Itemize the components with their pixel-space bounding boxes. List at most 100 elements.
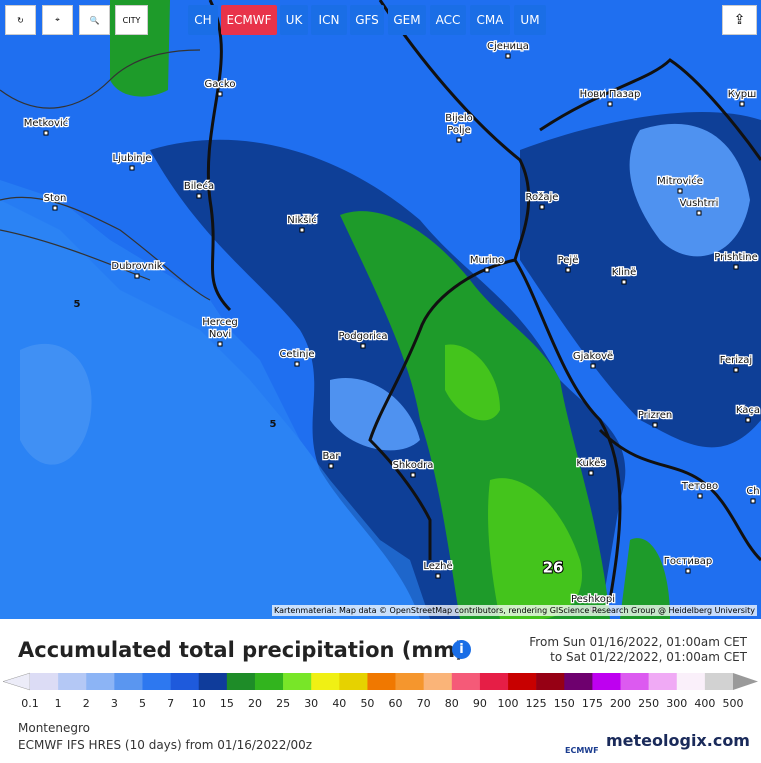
city-dot	[129, 165, 135, 171]
colorbar-swatch	[86, 673, 115, 690]
colorbar-label: 3	[111, 697, 118, 710]
colorbar-swatch	[142, 673, 171, 690]
city-dot	[739, 101, 745, 107]
colorbar-swatch	[564, 673, 593, 690]
city-dot	[685, 568, 691, 574]
city-label: Murino	[470, 255, 504, 266]
colorbar-label: 5	[139, 697, 146, 710]
city-dot	[677, 188, 683, 194]
colorbar-label: 150	[554, 697, 575, 710]
colorbar-swatch	[676, 673, 706, 690]
model-button[interactable]: GEM	[388, 5, 426, 35]
city-label: Rožaje	[526, 191, 559, 203]
value-label: 5	[270, 419, 277, 430]
city-button[interactable]: CITY	[115, 5, 148, 35]
city-dot	[607, 101, 613, 107]
model-button[interactable]: ECMWF	[221, 5, 277, 35]
city-label: Novi	[209, 329, 231, 340]
city-label: Сјеница	[487, 40, 529, 52]
city-dot	[134, 273, 140, 279]
colorbar: 0.1 1 2 3 5 7 10 15 20 25 30 40 50 60 70 80 90 100 125 150 1…	[2, 672, 758, 710]
colorbar-label: 15	[220, 697, 234, 710]
city-label: Prishtine	[714, 252, 757, 263]
colorbar-label: 400	[694, 697, 715, 710]
city-dot	[750, 498, 756, 504]
city-label: Pejë	[558, 255, 579, 266]
city-dot	[52, 205, 58, 211]
colorbar-label: 90	[473, 697, 487, 710]
model-button[interactable]: ICN	[311, 5, 347, 35]
city-label: Mitroviće	[657, 175, 703, 187]
city-dot	[217, 341, 223, 347]
locate-button[interactable]: ⌖	[42, 5, 73, 35]
colorbar-label: 50	[360, 697, 374, 710]
model-button[interactable]: UM	[514, 5, 546, 35]
city-label: Shkodra	[393, 460, 434, 471]
value-label: 5	[74, 299, 81, 310]
colorbar-swatch	[198, 673, 228, 690]
ecmwf-logo: ECMWF	[565, 746, 599, 755]
colorbar-swatch	[648, 673, 678, 690]
city-dot	[435, 573, 441, 579]
city-label: Гостивар	[664, 556, 712, 567]
city-dot	[299, 227, 305, 233]
colorbar-label: 1	[55, 697, 62, 710]
info-icon[interactable]: i	[452, 640, 471, 659]
city-dot	[410, 472, 416, 478]
colorbar-label: 20	[248, 697, 262, 710]
city-dot	[696, 210, 702, 216]
map[interactable]: Сјеница Gacko Нови Пазар Курш Metković Bijelo…	[0, 0, 761, 619]
model-button[interactable]: GFS	[350, 5, 384, 35]
city-label: Klinë	[612, 267, 637, 278]
colorbar-swatch	[423, 673, 453, 690]
city-label: Ljubinje	[112, 153, 151, 164]
colorbar-swatch	[114, 673, 143, 690]
colorbar-label: 40	[332, 697, 346, 710]
colorbar-swatch	[283, 673, 312, 690]
model-button[interactable]: CMA	[470, 5, 510, 35]
city-label: Kukës	[576, 458, 605, 469]
colorbar-swatch	[592, 673, 621, 690]
value-label: 26	[543, 559, 564, 577]
city-dot	[745, 417, 751, 423]
city-label: Metković	[24, 117, 68, 129]
colorbar-label: 125	[526, 697, 547, 710]
colorbar-label: 2	[83, 697, 90, 710]
model-run: ECMWF IFS HRES (10 days) from 01/16/2022…	[18, 738, 313, 752]
colorbar-swatch	[58, 673, 87, 690]
colorbar-high	[733, 673, 758, 690]
colorbar-swatch	[479, 673, 509, 690]
city-dot	[697, 493, 703, 499]
share-button[interactable]: ⇪	[722, 5, 757, 35]
city-dot	[588, 470, 594, 476]
colorbar-label: 10	[192, 697, 206, 710]
date-from: From Sun 01/16/2022, 01:00am CET	[529, 635, 747, 649]
zoom-button[interactable]: 🔍	[79, 5, 110, 35]
city-dot	[328, 463, 334, 469]
city-label: Нови Пазар	[580, 89, 641, 100]
colorbar-label: 100	[498, 697, 519, 710]
model-button[interactable]: ACC	[430, 5, 466, 35]
city-label: Bijelo	[445, 113, 472, 124]
colorbar-swatch	[30, 673, 59, 690]
city-label: Cetinje	[279, 349, 314, 360]
city-dot	[217, 91, 223, 97]
model-button[interactable]: CH	[188, 5, 218, 35]
region: Montenegro	[18, 721, 91, 735]
colorbar-swatch	[170, 673, 200, 690]
city-label: Peshkopi	[571, 594, 615, 605]
colorbar-swatch	[367, 673, 396, 690]
city-dot	[590, 363, 596, 369]
colorbar-label: 175	[582, 697, 603, 710]
colorbar-label: 80	[445, 697, 459, 710]
city-dot	[484, 267, 490, 273]
city-label: Prizren	[638, 410, 672, 421]
city-label: Курш	[728, 89, 757, 100]
model-button[interactable]: UK	[280, 5, 308, 35]
city-dot	[360, 343, 366, 349]
refresh-button[interactable]: ↻	[5, 5, 36, 35]
colorbar-label: 250	[638, 697, 659, 710]
colorbar-label: 0.1	[21, 697, 39, 710]
colorbar-swatch	[226, 673, 256, 690]
